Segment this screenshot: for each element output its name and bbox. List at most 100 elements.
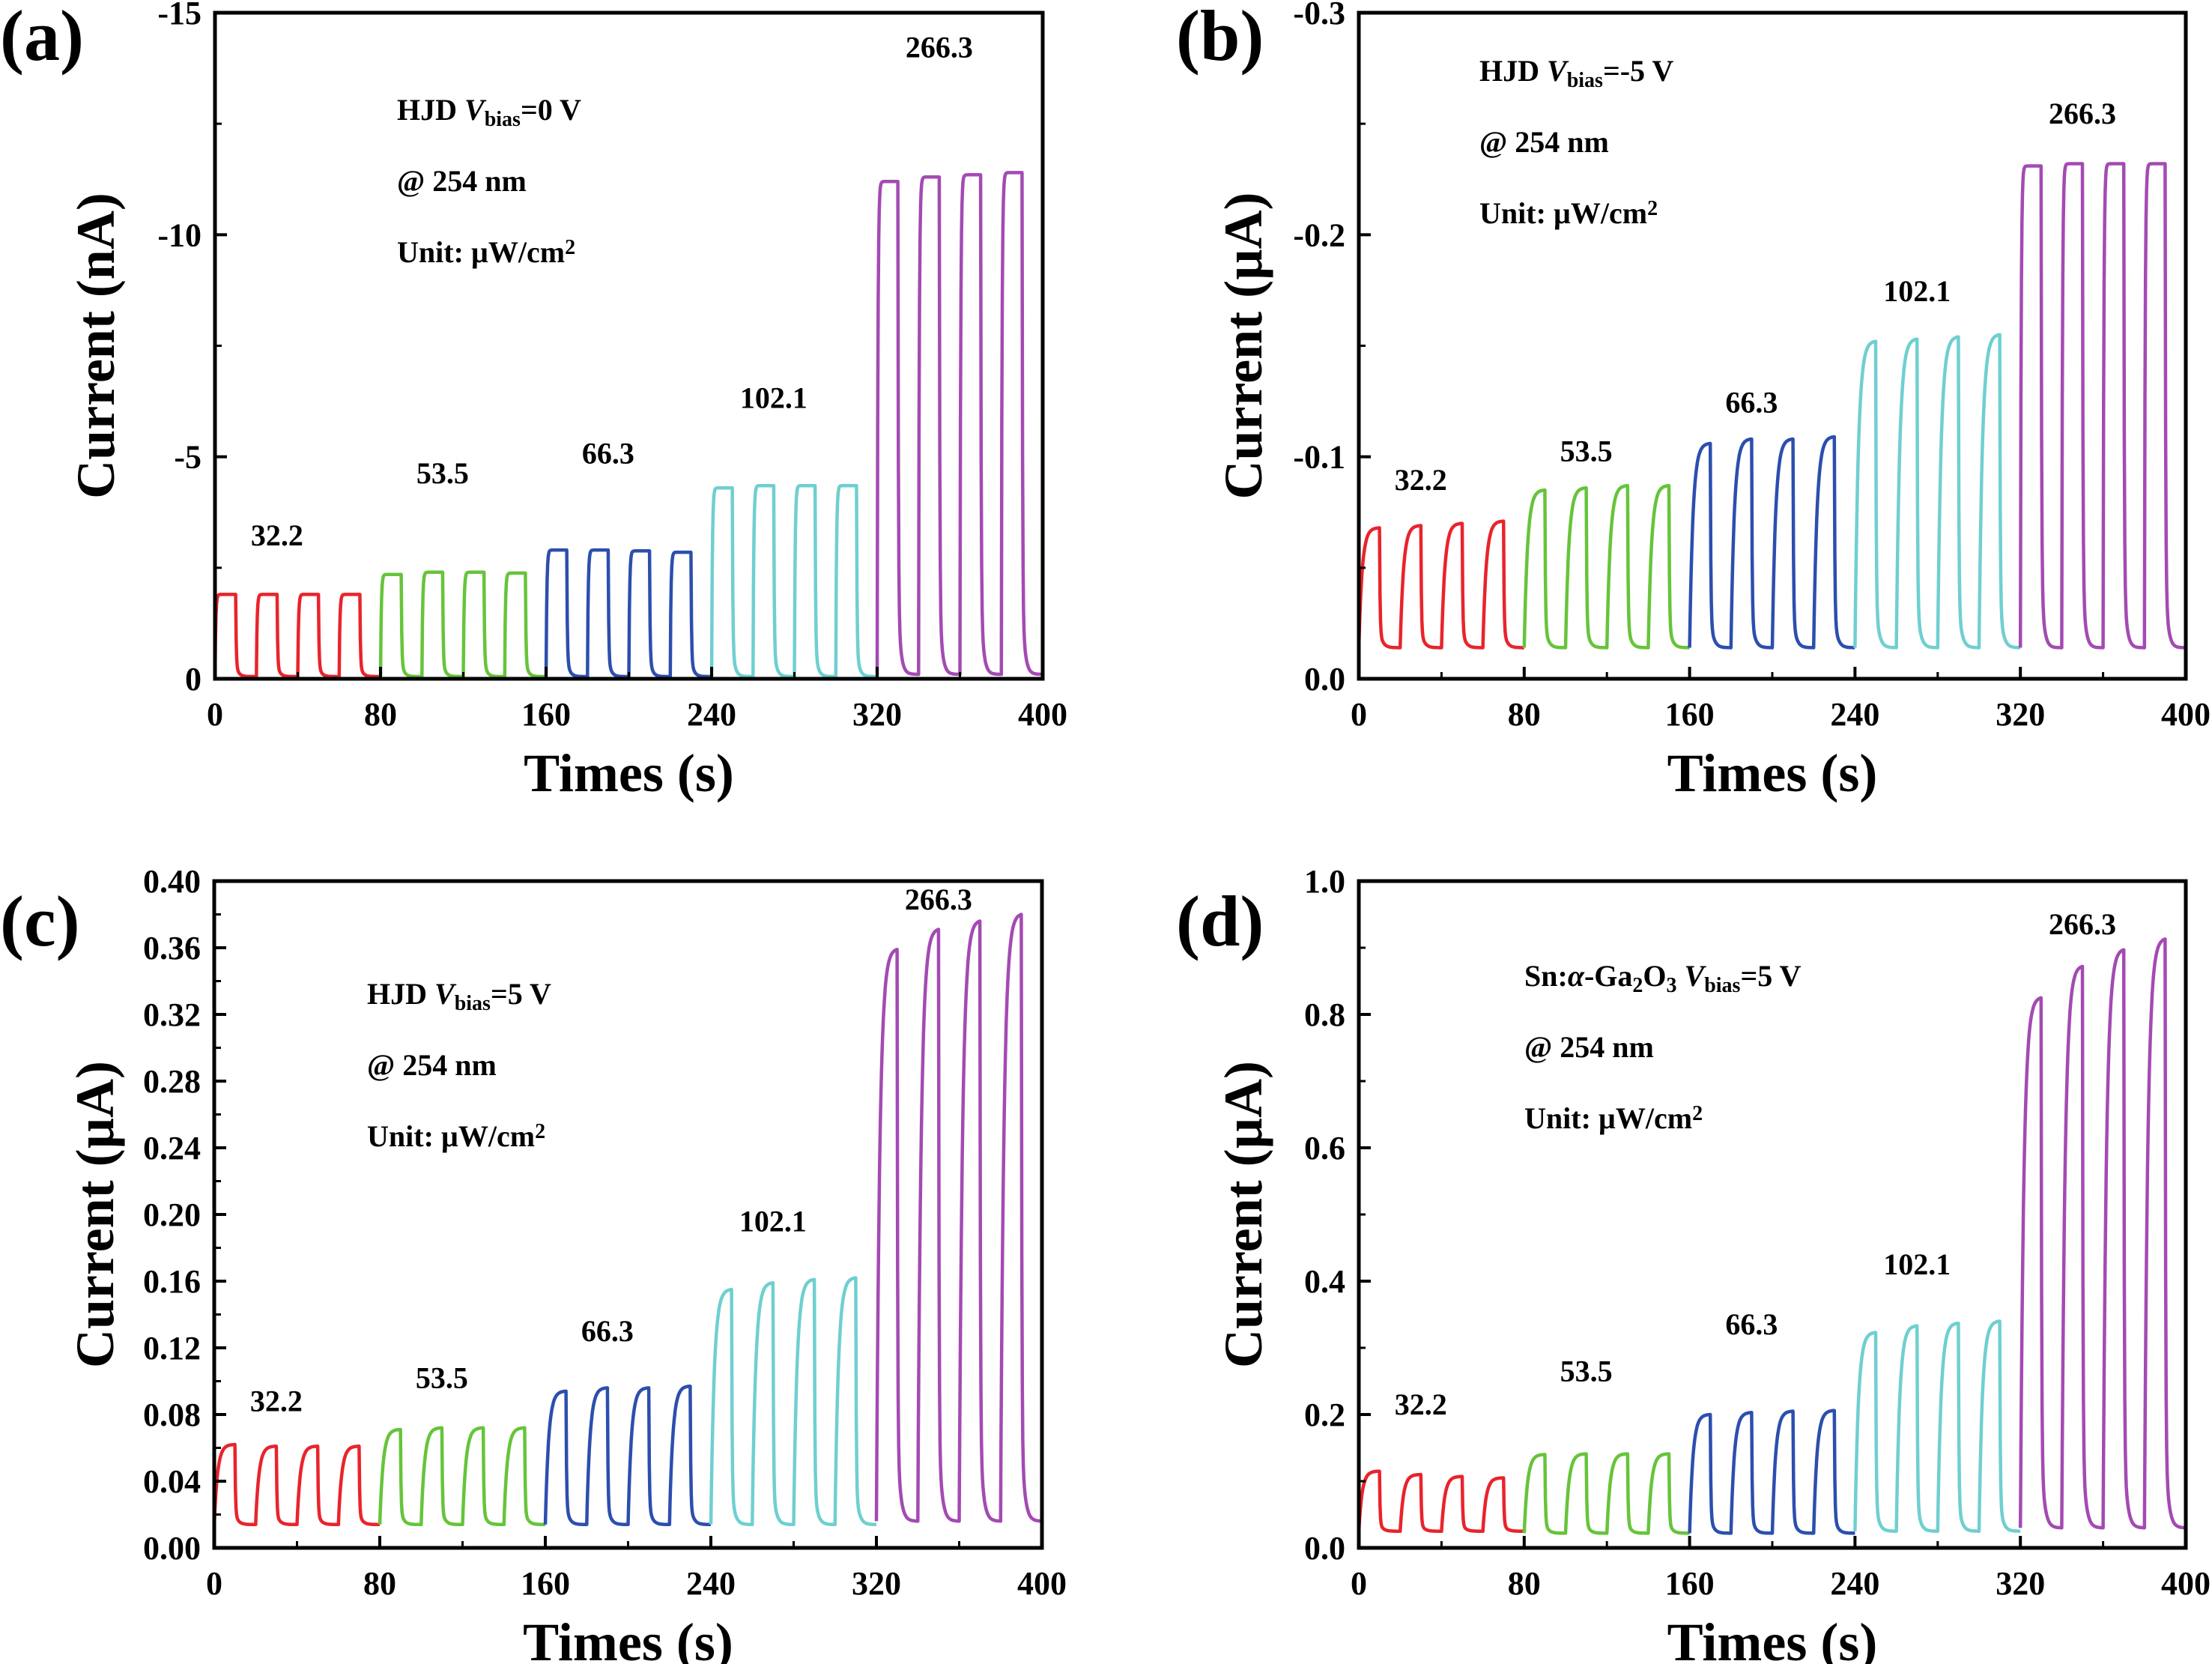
y-tick-label: -0.1 <box>1293 439 1345 476</box>
intensity-label: 66.3 <box>1725 385 1778 419</box>
annotation-line: HJD Vbias=5 V <box>367 977 551 1015</box>
intensity-label: 53.5 <box>1560 1355 1613 1388</box>
y-tick-label: 0.04 <box>143 1463 201 1500</box>
series-line-266-3 <box>874 913 1043 1523</box>
y-tick-label: 0.6 <box>1304 1130 1345 1167</box>
intensity-label: 32.2 <box>1395 463 1447 497</box>
intensity-label: 53.5 <box>416 1361 468 1394</box>
x-tick-label: 0 <box>206 1565 222 1602</box>
panel-c: 0 80 160 240 320 400 0.00 0.04 0.08 0.12 0.16 0.20 0… <box>0 863 1067 1664</box>
series-line-266-3 <box>2018 937 2187 1530</box>
y-tick-label: 0.12 <box>143 1330 201 1367</box>
annotation-part: Unit: µW/cm <box>397 235 565 269</box>
series-line-32-2 <box>1357 1469 1526 1534</box>
intensity-label: 266.3 <box>2049 907 2116 941</box>
annotation-part: =-5 V <box>1603 54 1673 88</box>
y-tick-label: 0.8 <box>1304 996 1345 1033</box>
annotation-part: HJD <box>367 977 434 1011</box>
y-tick-label: 0 <box>185 661 201 698</box>
annotation-line: Unit: µW/cm2 <box>397 235 575 269</box>
series-line-266-3 <box>875 171 1044 677</box>
annotation-part: =5 V <box>1740 959 1801 993</box>
intensity-label: 102.1 <box>1883 274 1951 308</box>
x-tick-label: 320 <box>1996 696 2045 733</box>
series-line-66-3 <box>543 1384 712 1527</box>
x-tick-label: 80 <box>364 696 397 733</box>
x-tick-label: 0 <box>207 696 223 733</box>
annotation-part: V <box>1685 959 1707 993</box>
x-tick-label: 240 <box>686 1565 736 1602</box>
intensity-label: 32.2 <box>251 518 303 552</box>
series-line-266-3 <box>2018 162 2187 650</box>
y-tick-label: 0.0 <box>1304 661 1345 698</box>
series-line-66-3 <box>544 548 713 679</box>
annotation-line: @ 254 nm <box>1524 1030 1654 1064</box>
annotation-line: @ 254 nm <box>397 164 527 198</box>
x-tick-label: 80 <box>1508 696 1541 733</box>
x-axis-title: Times (s) <box>524 743 734 803</box>
annotation-part: Unit: µW/cm <box>1479 196 1647 230</box>
y-axis-title: Current (µA) <box>65 1061 125 1368</box>
intensity-label: 53.5 <box>1560 435 1613 468</box>
intensity-label: 102.1 <box>1883 1247 1951 1281</box>
x-tick-label: 240 <box>687 696 736 733</box>
y-tick-label: 0.20 <box>143 1196 201 1233</box>
series-line-53-5 <box>378 1426 547 1527</box>
x-tick-label: 160 <box>1665 1565 1715 1602</box>
annotation-part: bias <box>455 992 491 1015</box>
x-tick-label: 160 <box>521 696 571 733</box>
x-tick-label: 80 <box>1508 1565 1541 1602</box>
annotation-part: @ 254 nm <box>1479 125 1609 159</box>
panel-a: 0 80 160 240 320 400 0 -5 -10 -15 Times (s) Current… <box>0 0 1067 803</box>
panel-label: (d) <box>1176 881 1264 961</box>
annotation-line: Unit: µW/cm2 <box>367 1119 545 1153</box>
intensity-label: 266.3 <box>906 30 973 64</box>
annotation-part: @ 254 nm <box>367 1048 497 1082</box>
annotation-part: O <box>1643 959 1666 993</box>
series-line-32-2 <box>213 593 382 679</box>
intensity-label: 266.3 <box>905 883 972 916</box>
annotation-part: 2 <box>1692 1102 1703 1125</box>
annotation-part: Unit: µW/cm <box>1524 1101 1692 1135</box>
intensity-label: 66.3 <box>581 1314 634 1348</box>
series-line-66-3 <box>1688 435 1856 650</box>
annotation-part: 2 <box>1647 197 1658 220</box>
y-tick-label: 0.32 <box>143 996 201 1033</box>
series-line-53-5 <box>1522 1452 1691 1535</box>
x-tick-label: 320 <box>852 696 902 733</box>
annotation-part: α <box>1568 959 1585 993</box>
y-tick-label: 0.08 <box>143 1397 201 1433</box>
annotation-part: =5 V <box>491 977 551 1011</box>
y-tick-label: 0.2 <box>1304 1397 1345 1433</box>
annotation-part: 2 <box>565 236 575 259</box>
x-tick-label: 240 <box>1830 696 1879 733</box>
x-tick-label: 0 <box>1351 696 1367 733</box>
x-tick-label: 80 <box>363 1565 396 1602</box>
intensity-label: 266.3 <box>2049 97 2116 130</box>
annotation-part: -Ga <box>1584 959 1632 993</box>
annotation-part: V <box>434 977 457 1011</box>
annotation-part: =0 V <box>521 93 581 127</box>
y-axis-title: Current (µA) <box>1213 1061 1273 1368</box>
intensity-label: 66.3 <box>1725 1307 1778 1341</box>
y-tick-label: 0.16 <box>143 1263 201 1300</box>
panel-d: 0 80 160 240 320 400 0.0 0.2 0.4 0.6 0.8 1.0 Times (… <box>1176 863 2211 1664</box>
x-tick-label: 400 <box>1017 1565 1067 1602</box>
annotation-part: V <box>1547 54 1569 88</box>
annotation-part: 2 <box>1632 974 1643 997</box>
x-tick-label: 240 <box>1830 1565 1879 1602</box>
series-line-32-2 <box>212 1442 381 1527</box>
x-axis-title: Times (s) <box>1667 1612 1878 1664</box>
panel-label: (b) <box>1176 0 1264 76</box>
annotation-part: HJD <box>1479 54 1547 88</box>
y-axis-title: Current (nA) <box>66 193 126 499</box>
annotation-part: bias <box>1567 69 1603 92</box>
x-tick-label: 320 <box>1996 1565 2045 1602</box>
y-tick-label: -10 <box>157 217 201 253</box>
annotation-line: @ 254 nm <box>367 1048 497 1082</box>
annotation-line: Sn:α-Ga2O3 Vbias=5 V <box>1524 959 1802 997</box>
annotation-part: Unit: µW/cm <box>367 1119 535 1153</box>
annotation-part: 2 <box>535 1120 545 1143</box>
annotation-part: bias <box>485 108 521 131</box>
